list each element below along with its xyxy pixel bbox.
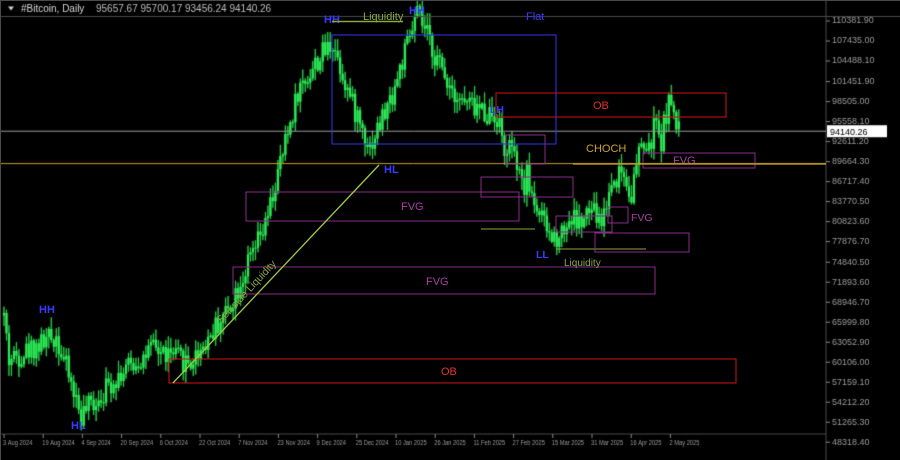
svg-text:HH: HH bbox=[324, 14, 340, 26]
svg-text:Liquidity: Liquidity bbox=[564, 258, 601, 269]
svg-text:HH: HH bbox=[39, 304, 55, 316]
svg-text:LH: LH bbox=[490, 104, 504, 116]
svg-text:FVG: FVG bbox=[426, 276, 449, 288]
svg-text:Flat: Flat bbox=[526, 11, 544, 23]
svg-text:CHOCH: CHOCH bbox=[586, 143, 626, 155]
svg-text:HL: HL bbox=[384, 164, 399, 176]
svg-text:Sell-side Liquidity: Sell-side Liquidity bbox=[214, 258, 279, 326]
svg-text:FVG: FVG bbox=[631, 212, 653, 224]
svg-text:HL: HL bbox=[71, 420, 86, 432]
svg-text:OB: OB bbox=[441, 366, 457, 378]
svg-text:HH: HH bbox=[409, 5, 425, 17]
svg-text:OB: OB bbox=[593, 100, 609, 112]
svg-text:FVG: FVG bbox=[401, 201, 424, 213]
svg-text:FVG: FVG bbox=[673, 155, 696, 167]
svg-text:LL: LL bbox=[536, 249, 549, 261]
